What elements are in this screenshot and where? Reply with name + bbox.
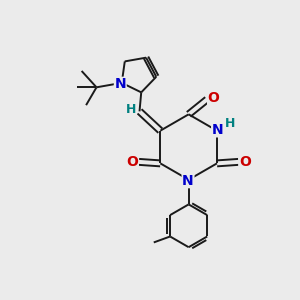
Text: N: N [182,174,194,188]
Text: H: H [225,117,236,130]
Text: N: N [115,77,126,91]
Text: O: O [126,155,138,169]
Text: H: H [126,103,136,116]
Text: N: N [212,123,224,137]
Text: O: O [208,91,220,105]
Text: O: O [239,155,251,169]
